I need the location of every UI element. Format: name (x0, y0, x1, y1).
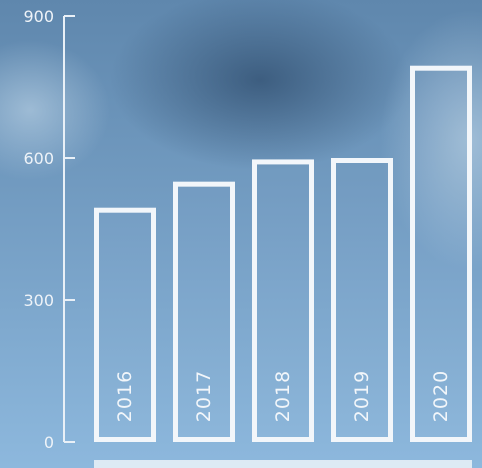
category-labels: 2016 2017 2018 2019 2020 (114, 370, 452, 422)
y-axis: 0 300 600 900 (23, 7, 75, 452)
y-tick-label: 600 (23, 149, 54, 168)
category-label-2020: 2020 (430, 370, 452, 422)
x-axis-baseline (94, 460, 472, 468)
bar-2017 (173, 181, 235, 442)
category-label-2019: 2019 (351, 370, 373, 422)
category-label-2017: 2017 (193, 370, 215, 422)
bar-2018 (252, 159, 314, 442)
bar-2016 (94, 207, 156, 442)
y-tick-label: 900 (23, 7, 54, 26)
bar-2020 (410, 65, 472, 442)
bar-2019 (331, 158, 393, 442)
bars (94, 65, 472, 468)
y-tick-label: 300 (23, 291, 54, 310)
category-label-2018: 2018 (272, 370, 294, 422)
category-label-2016: 2016 (114, 370, 136, 422)
y-tick-label: 0 (44, 433, 54, 452)
